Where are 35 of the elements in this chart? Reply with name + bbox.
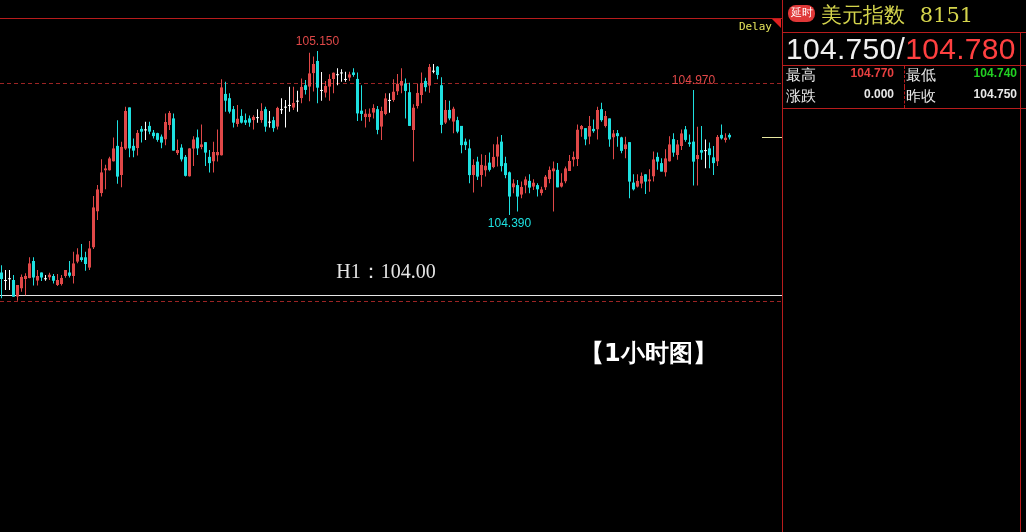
text: 104.750 <box>973 87 1017 101</box>
candlestick <box>144 121 147 140</box>
candlestick <box>336 68 339 86</box>
candlestick <box>256 109 259 123</box>
candlestick <box>700 125 703 160</box>
annotation: 104.970 <box>671 73 716 88</box>
candlestick <box>4 270 7 290</box>
ref-line-label: H1：104.00 <box>336 259 436 282</box>
candlestick <box>388 93 391 113</box>
text: 104.770 <box>850 66 894 80</box>
text: 104.740 <box>973 66 1017 80</box>
annotation: 105.150 <box>295 34 340 49</box>
candlestick <box>704 139 707 169</box>
text: 104.780 <box>905 32 1016 65</box>
annotation: 104.390 <box>487 216 532 231</box>
text: 0.000 <box>863 87 894 101</box>
candlestick <box>8 270 11 290</box>
candlestick <box>344 71 347 82</box>
text: 延时 <box>788 5 815 22</box>
text: 涨跌 <box>786 87 816 106</box>
candlestick <box>296 90 299 112</box>
text: 美元指数 8151 <box>821 2 974 29</box>
candlestick <box>288 86 291 112</box>
text: 昨收 <box>906 87 936 106</box>
candlestick <box>280 98 283 114</box>
candlestick <box>284 99 287 128</box>
candlestick <box>188 148 191 177</box>
text: 104.750/ <box>786 32 906 65</box>
text: 【1小时图】 <box>579 339 717 368</box>
candlestick <box>268 110 271 128</box>
candlestick <box>320 71 323 101</box>
text: 最低 <box>906 66 936 85</box>
text: Delay <box>738 19 773 33</box>
text: 最高 <box>786 66 816 85</box>
candlestick <box>340 69 343 82</box>
